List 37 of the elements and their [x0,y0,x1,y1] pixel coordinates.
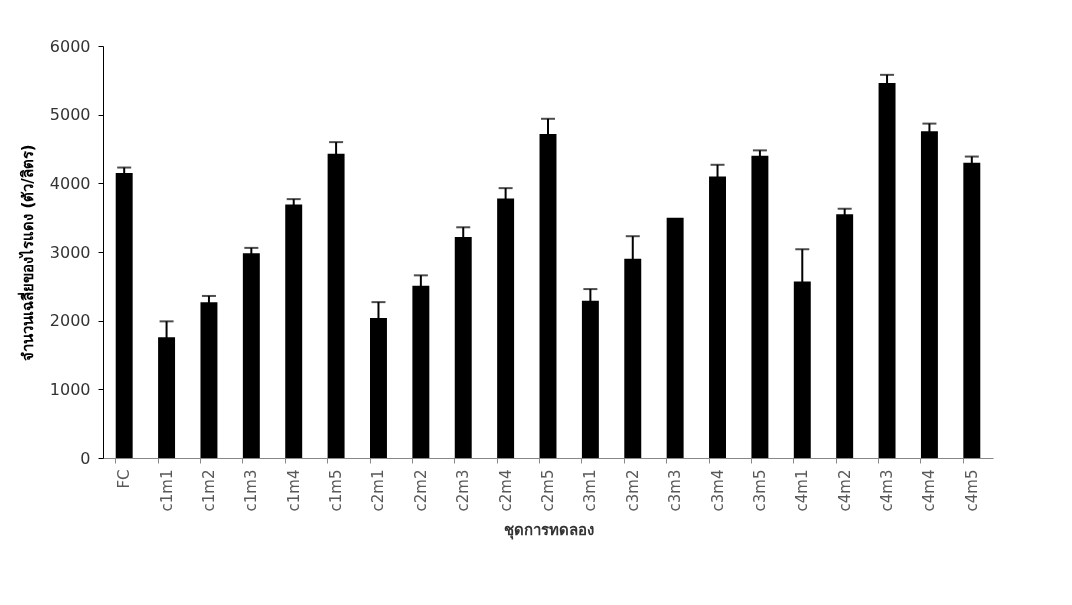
bar [285,204,303,458]
x-tick-label: c3m2 [623,469,642,512]
bar [963,162,981,458]
bar [836,214,854,458]
x-tick-label: c3m3 [666,469,685,512]
y-tick-label: 1000 [49,379,91,399]
x-tick-label: c2m1 [369,469,388,512]
x-tick-label: c2m2 [411,469,430,512]
x-tick-label: c4m4 [920,469,939,512]
bar [115,173,133,458]
y-tick-label: 2000 [49,311,91,331]
x-tick-label: c4m2 [835,469,854,512]
x-tick-label: c3m1 [581,469,600,512]
y-tick-label: 4000 [49,173,91,193]
x-tick-label: c1m5 [327,469,346,512]
x-tick-label: c1m4 [284,469,303,512]
x-tick-label: FC [115,469,134,489]
x-tick-label: c4m5 [962,469,981,512]
x-tick-label: c2m3 [454,469,473,512]
x-tick-label: c2m5 [539,469,557,512]
y-axis-title: จำนวนเฉลี่ยของไรแดง (ตัว/ลิตร) [16,144,37,361]
y-tick-label: 5000 [49,105,91,125]
y-tick-label: 0 [80,448,91,468]
x-tick-label: c4m3 [878,469,897,512]
x-axis-title: ชุดการทดลอง [503,521,594,541]
x-tick-label: c4m1 [793,469,812,512]
y-tick-label: 3000 [49,242,91,262]
x-tick-label: c1m3 [242,469,261,512]
y-tick-label: 6000 [49,36,91,56]
bar [242,253,260,458]
x-tick-label: c3m5 [750,469,769,512]
bar [666,217,684,458]
x-tick-label: c1m2 [199,469,218,512]
bar [751,155,769,458]
x-tick-label: c2m4 [496,469,515,512]
x-tick-label: c1m1 [157,469,176,512]
x-tick-label: c3m4 [708,469,727,512]
